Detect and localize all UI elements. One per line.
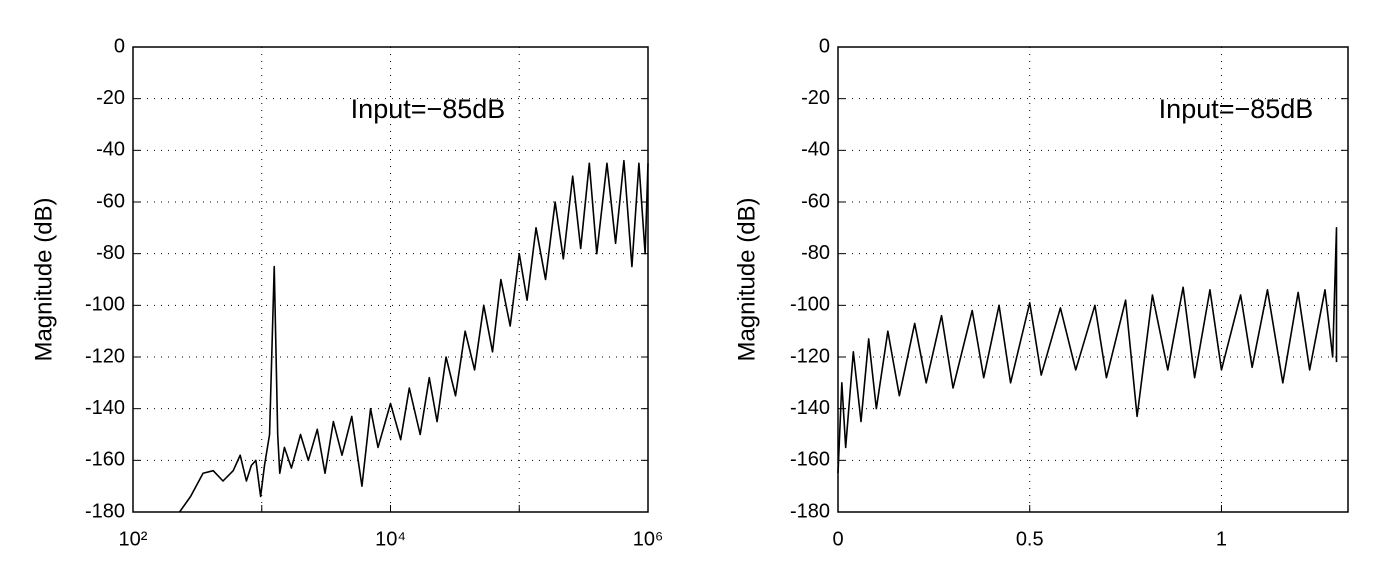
y-tick-label: -20 — [801, 87, 830, 109]
x-tick-label: 10² — [119, 528, 148, 550]
x-tick-label: 1 — [1216, 528, 1227, 550]
y-tick-label: -180 — [790, 500, 830, 522]
y-tick-label: -40 — [96, 139, 125, 161]
y-tick-label: -80 — [96, 242, 125, 264]
y-tick-label: -20 — [96, 87, 125, 109]
annotation: Input=−85dB — [1159, 94, 1314, 124]
y-tick-label: -100 — [85, 294, 125, 316]
y-tick-label: -140 — [790, 397, 830, 419]
data-line — [837, 227, 1338, 474]
subplot: 0 -20 -40 -60 -80 -100 -120 -140 -160 -180 10² 10⁴ 1… — [30, 35, 663, 550]
x-tick-label: 0.5 — [1016, 528, 1044, 550]
x-tick-label: 0 — [832, 528, 843, 550]
y-tick-label: -120 — [790, 345, 830, 367]
y-tick-label: -40 — [801, 139, 830, 161]
plot-frame — [837, 46, 1349, 513]
y-tick-label: 0 — [819, 35, 830, 57]
data-line — [178, 159, 649, 513]
annotation: Input=−85dB — [351, 94, 506, 124]
y-tick-label: 0 — [114, 35, 125, 57]
y-tick-label: -80 — [801, 242, 830, 264]
y-tick-label: -160 — [85, 449, 125, 471]
y-tick-label: -160 — [790, 449, 830, 471]
x-tick-label: 10⁴ — [375, 528, 406, 550]
x-tick-label: 10⁶ — [633, 528, 663, 550]
y-tick-label: -100 — [790, 294, 830, 316]
y-tick-label: -60 — [801, 190, 830, 212]
y-axis-label: Magnitude (dB) — [30, 197, 57, 361]
y-axis-label: Magnitude (dB) — [733, 197, 760, 361]
y-tick-label: -120 — [85, 345, 125, 367]
plot-frame — [132, 46, 649, 513]
y-tick-label: -60 — [96, 190, 125, 212]
y-tick-label: -140 — [85, 397, 125, 419]
y-tick-label: -180 — [85, 500, 125, 522]
